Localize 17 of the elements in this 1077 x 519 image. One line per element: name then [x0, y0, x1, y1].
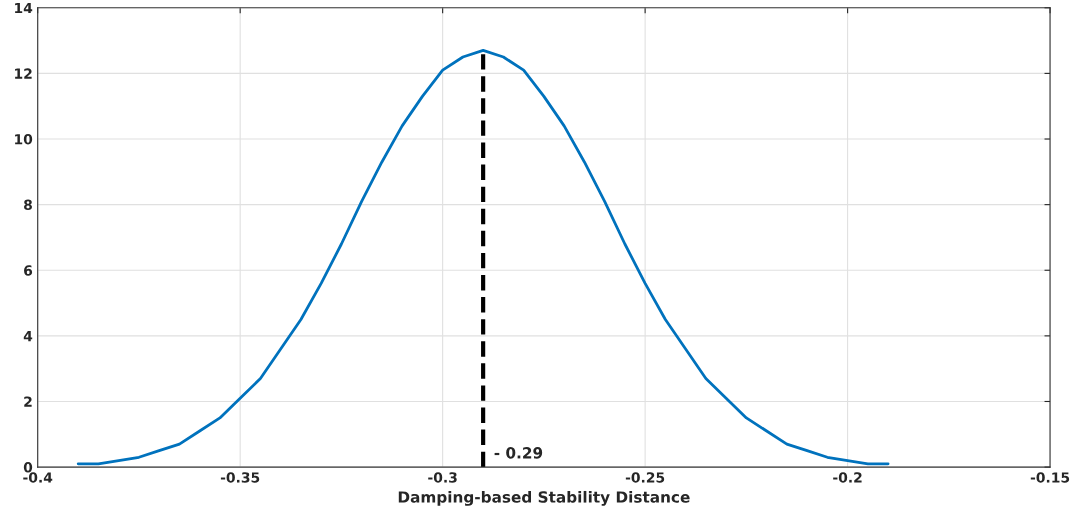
x-tick-label: -0.35: [220, 472, 260, 483]
x-tick-label: -0.25: [625, 472, 665, 483]
x-tick-label: -0.4: [23, 472, 53, 483]
y-tick-label: 0: [23, 462, 33, 473]
ref-line-label: - 0.29: [494, 447, 543, 459]
line-series: [76, 49, 890, 466]
y-tick-label: 2: [24, 396, 32, 407]
y-tick-label: 14: [15, 2, 33, 14]
y-tick-label: 10: [15, 133, 33, 145]
x-tick-label: -0.15: [1030, 472, 1070, 483]
y-tick-label: 8: [24, 199, 32, 211]
y-tick-label: 12: [15, 68, 32, 79]
x-axis-title: Damping-based Stability Distance: [398, 490, 690, 506]
y-tick-label: 4: [23, 331, 33, 342]
y-tick-label: 6: [24, 265, 33, 276]
x-tick-label: -0.2: [833, 472, 862, 483]
x-tick-label: -0.3: [428, 472, 457, 483]
